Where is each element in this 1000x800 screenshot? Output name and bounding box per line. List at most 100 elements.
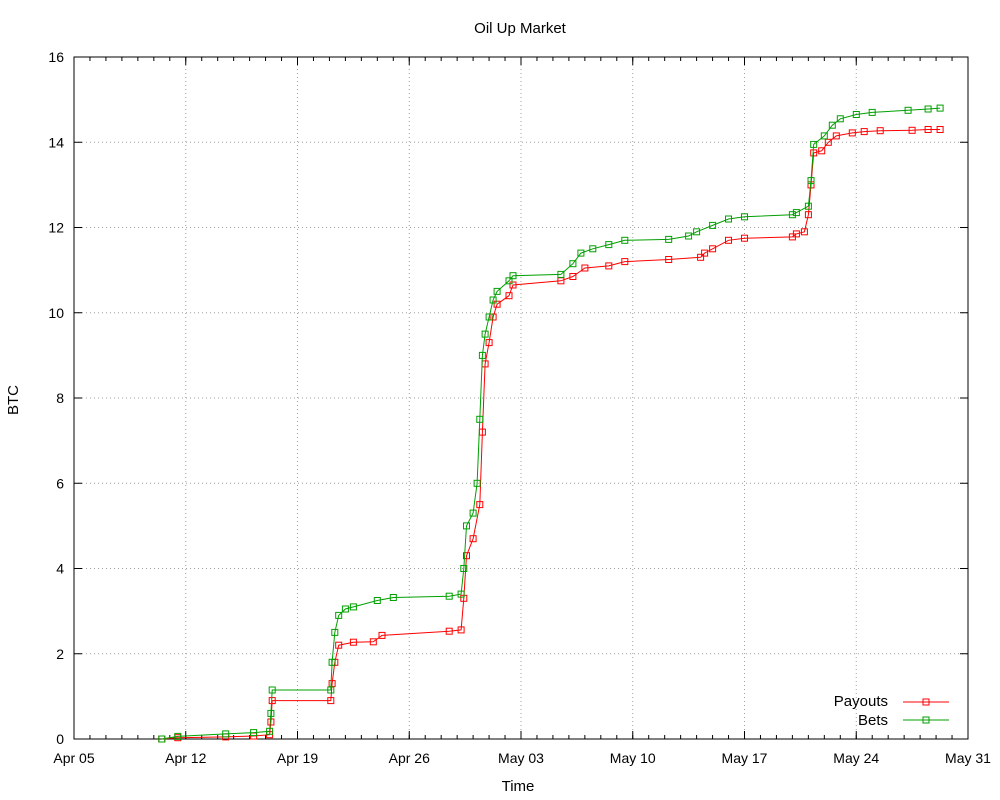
data-point-bets	[904, 106, 912, 114]
data-point-bets	[327, 686, 335, 694]
x-tick-label: May 17	[722, 750, 768, 766]
data-point-bets	[158, 735, 166, 743]
data-point-bets	[460, 565, 468, 572]
data-point-bets	[569, 260, 577, 268]
data-point-payouts	[509, 281, 517, 289]
data-point-bets	[792, 209, 800, 217]
data-point-bets	[741, 213, 748, 221]
x-axis-label: Time	[502, 778, 535, 795]
y-tick-label: 12	[48, 220, 64, 236]
data-point-payouts	[469, 535, 477, 543]
data-point-payouts	[457, 626, 465, 634]
data-point-bets	[685, 232, 693, 240]
data-point-payouts	[581, 264, 589, 272]
data-point-payouts	[327, 697, 335, 705]
x-tick-label: Apr 19	[277, 750, 318, 766]
data-point-payouts	[709, 245, 717, 253]
legend: Payouts Bets	[834, 693, 949, 729]
y-tick-label: 16	[48, 49, 64, 65]
data-point-bets	[331, 628, 339, 636]
data-point-payouts	[605, 262, 613, 270]
data-point-bets	[820, 132, 828, 140]
data-point-bets	[788, 211, 796, 219]
data-point-bets	[810, 140, 818, 148]
data-point-payouts	[725, 236, 732, 244]
x-tick-label: May 10	[610, 750, 656, 766]
data-point-bets	[328, 658, 336, 666]
x-tick-label: Apr 12	[165, 750, 206, 766]
data-point-payouts	[569, 273, 577, 280]
data-point-bets	[852, 111, 860, 118]
data-point-bets	[478, 351, 486, 359]
x-tick-label: Apr 05	[53, 750, 94, 766]
data-point-payouts	[335, 641, 343, 649]
data-point-payouts	[741, 234, 748, 242]
data-point-bets	[268, 686, 276, 694]
data-point-bets	[485, 313, 493, 321]
x-tick-label: May 03	[498, 750, 544, 766]
data-point-bets	[463, 522, 470, 530]
data-point-bets	[557, 270, 565, 278]
y-tick-labels: 0 2 4 6 8 10 12 14 16	[48, 49, 64, 747]
ticks	[73, 56, 969, 740]
x-tick-label: May 24	[833, 750, 879, 766]
y-tick-label: 8	[56, 390, 64, 406]
data-point-payouts	[369, 638, 377, 646]
data-point-payouts	[697, 253, 705, 261]
data-point-bets	[473, 479, 481, 487]
data-point-payouts	[621, 258, 629, 266]
data-point-payouts	[860, 128, 868, 136]
data-point-bets	[174, 732, 182, 740]
data-point-payouts	[824, 138, 832, 146]
x-tick-label: May 31	[945, 750, 991, 766]
data-point-bets	[349, 603, 357, 611]
data-point-bets	[693, 228, 701, 236]
data-point-bets	[445, 592, 453, 600]
data-point-bets	[505, 277, 513, 285]
x-tick-label: Apr 26	[389, 750, 430, 766]
data-point-payouts	[505, 292, 513, 300]
series-bets	[158, 104, 944, 743]
y-tick-label: 14	[48, 134, 64, 150]
y-tick-label: 6	[56, 475, 64, 491]
legend-marker-payouts	[922, 698, 930, 706]
data-point-payouts	[378, 631, 386, 639]
legend-marker-bets	[922, 716, 930, 724]
data-point-bets	[222, 730, 230, 738]
data-point-payouts	[476, 501, 484, 509]
data-point-bets	[335, 611, 343, 619]
data-point-bets	[828, 121, 836, 129]
data-point-payouts	[800, 228, 808, 236]
data-point-payouts	[832, 132, 840, 140]
data-point-payouts	[792, 230, 800, 238]
y-tick-label: 0	[56, 731, 64, 747]
data-point-bets	[868, 108, 876, 116]
data-point-bets	[924, 105, 932, 113]
legend-label-payouts: Payouts	[834, 693, 888, 710]
data-point-bets	[489, 296, 497, 304]
data-point-payouts	[665, 256, 673, 263]
data-point-bets	[389, 594, 397, 601]
chart-title: Oil Up Market	[474, 20, 567, 37]
legend-label-bets: Bets	[858, 712, 888, 729]
data-point-payouts	[349, 638, 357, 646]
data-point-bets	[836, 115, 844, 123]
y-tick-label: 2	[56, 646, 64, 662]
data-point-bets	[266, 727, 274, 735]
y-tick-label: 4	[56, 561, 64, 577]
data-point-bets	[457, 590, 465, 598]
series-payouts	[158, 126, 944, 743]
data-point-bets	[725, 215, 732, 223]
y-axis-label: BTC	[5, 385, 22, 415]
data-point-payouts	[908, 126, 916, 134]
data-point-payouts	[445, 627, 453, 635]
data-point-payouts	[489, 313, 497, 321]
data-point-bets	[807, 177, 815, 185]
data-point-bets	[493, 287, 501, 295]
data-point-payouts	[701, 249, 709, 257]
data-point-bets	[373, 597, 381, 604]
data-point-bets	[476, 415, 484, 423]
data-point-bets	[481, 330, 489, 338]
series-layer	[158, 104, 944, 743]
